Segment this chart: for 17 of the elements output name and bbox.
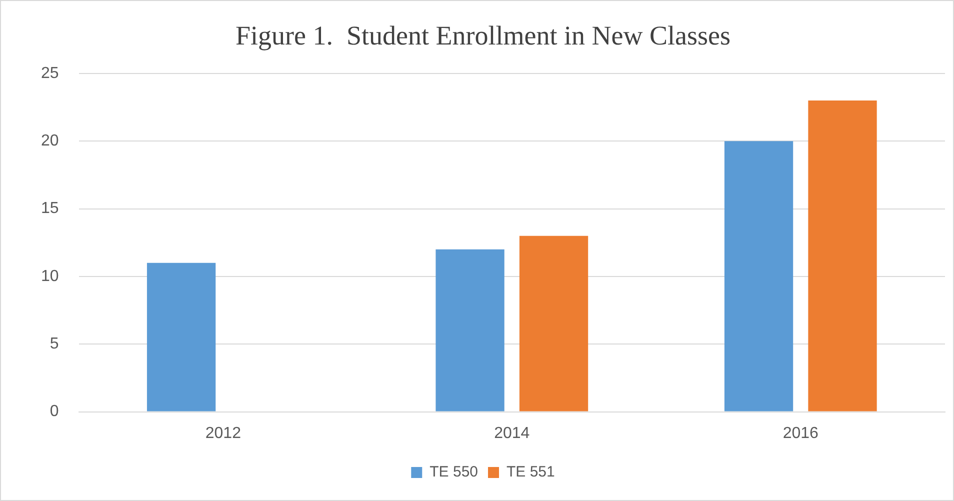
y-tick-label: 10 (41, 268, 59, 285)
chart-title: Figure 1. Student Enrollment in New Classes (236, 20, 730, 50)
y-tick-label: 15 (41, 200, 59, 218)
x-tick-label: 2012 (205, 424, 242, 442)
legend-label: TE 551 (506, 464, 555, 481)
y-tick-label: 20 (41, 132, 59, 150)
y-tick-label: 5 (50, 336, 59, 353)
bar (146, 262, 216, 412)
x-tick-label: 2016 (782, 424, 819, 442)
bar (436, 249, 504, 412)
bar (808, 100, 877, 412)
y-tick-label: 25 (41, 64, 59, 82)
y-tick-label: 0 (50, 403, 59, 420)
bar (519, 236, 588, 412)
legend-label: TE 550 (430, 464, 478, 481)
x-tick-label: 2014 (494, 424, 530, 442)
bar (724, 141, 794, 412)
